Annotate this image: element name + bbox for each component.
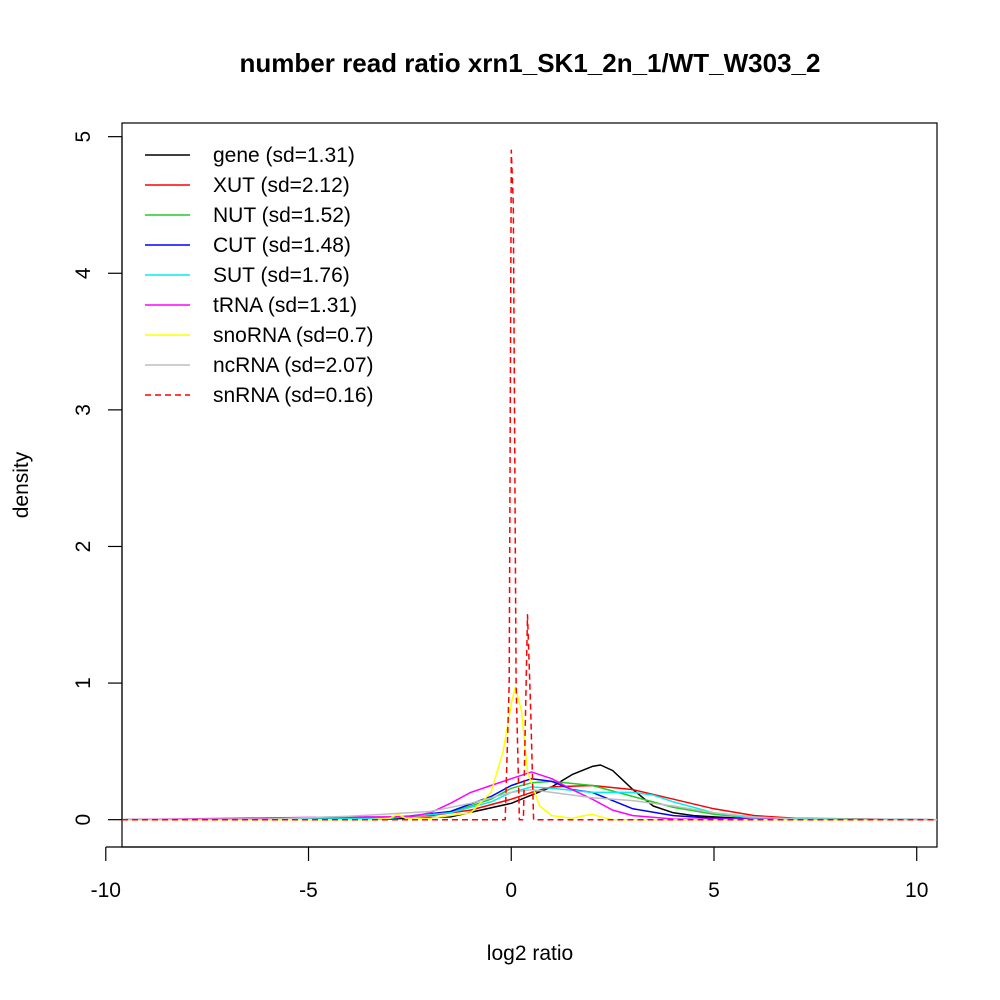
y-tick-label: 0 xyxy=(72,814,95,826)
y-tick-label: 3 xyxy=(72,404,95,416)
plot-box xyxy=(121,122,938,848)
chart-title: number read ratio xrn1_SK1_2n_1/WT_W303_… xyxy=(240,48,821,78)
y-axis: 0 1 2 3 4 5 xyxy=(72,131,123,826)
series-line xyxy=(122,764,937,821)
legend-label: snoRNA (sd=0.7) xyxy=(213,324,374,347)
series-line xyxy=(122,149,937,821)
y-tick-label: 1 xyxy=(72,677,95,689)
y-axis-label: density xyxy=(10,451,33,518)
legend-label: tRNA (sd=1.31) xyxy=(213,294,357,317)
legend-label: ncRNA (sd=2.07) xyxy=(213,354,374,377)
series-layer xyxy=(121,149,938,821)
x-axis: -10 -5 0 5 10 xyxy=(91,846,928,902)
legend-label: CUT (sd=1.48) xyxy=(213,234,351,257)
y-tick-label: 2 xyxy=(72,541,95,553)
legend-label: gene (sd=1.31) xyxy=(213,144,355,167)
x-tick-label: -5 xyxy=(299,879,318,902)
x-tick-label: 0 xyxy=(505,879,517,902)
series-line xyxy=(121,788,938,821)
x-tick-label: 5 xyxy=(708,879,720,902)
legend-label: snRNA (sd=0.16) xyxy=(213,384,374,407)
series-line xyxy=(121,777,938,821)
x-axis-label: log2 ratio xyxy=(487,942,573,965)
series-line xyxy=(121,786,938,821)
y-tick-label: 5 xyxy=(72,131,95,143)
series-line xyxy=(122,686,937,821)
legend-label: SUT (sd=1.76) xyxy=(213,264,350,287)
legend: gene (sd=1.31) XUT (sd=2.12) NUT (sd=1.52)… xyxy=(145,144,374,407)
y-tick-label: 4 xyxy=(72,267,95,279)
legend-label: NUT (sd=1.52) xyxy=(213,204,351,227)
x-tick-label: 10 xyxy=(905,879,928,902)
legend-label: XUT (sd=2.12) xyxy=(213,174,350,197)
x-tick-label: -10 xyxy=(91,879,121,902)
